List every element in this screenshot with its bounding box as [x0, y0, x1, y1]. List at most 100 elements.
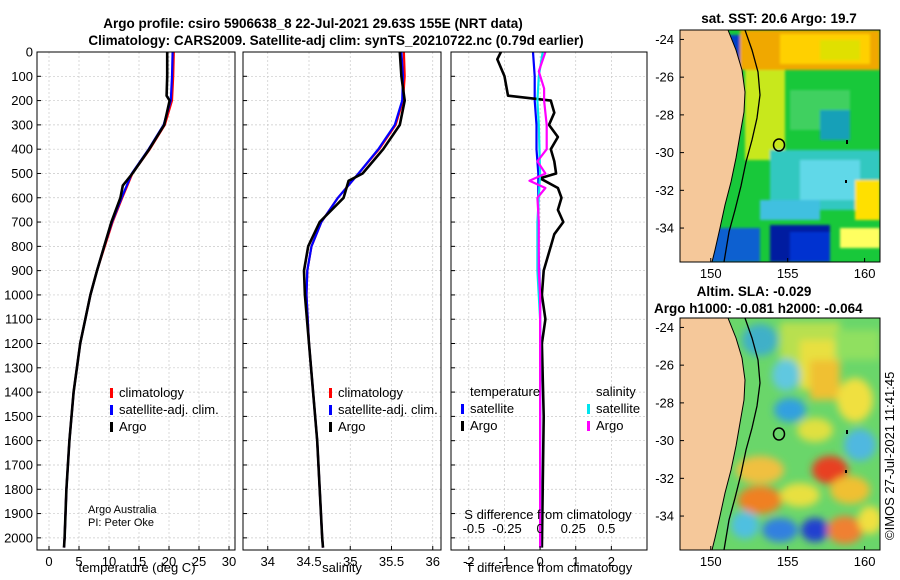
- x-tick-label: 30: [222, 554, 236, 569]
- difference-panel: -2 -1 0 1 2 -0.5 -0.25 0 0.25 0.5 S difference fr…: [450, 51, 648, 575]
- x-tick-label: 10: [102, 554, 116, 569]
- legend-label-argo: Argo: [338, 419, 365, 434]
- copyright-text: ©IMOS 27-Jul-2021 11:41:45: [882, 372, 897, 540]
- x-tick-label: 34: [261, 554, 275, 569]
- legend-label-temp-argo: Argo: [470, 418, 497, 433]
- sst-map-title: sat. SST: 20.6 Argo: 19.7: [701, 11, 857, 26]
- x-tick-label: 20: [162, 554, 176, 569]
- sst-coastline: [711, 30, 746, 262]
- salinity-axes-frame: [242, 51, 442, 551]
- legend-swatch-argo: [329, 422, 332, 432]
- map-y-tick-label: -24: [655, 320, 674, 335]
- difference-axes-frame: [450, 51, 648, 551]
- sla-map-subtitle: Argo h1000: -0.081 h2000: -0.064: [654, 301, 863, 316]
- sst-map-ticks: 150 155 160 -24 -26 -28 -30 -32 -34: [655, 32, 875, 281]
- x-tick-label: 2: [608, 554, 615, 569]
- legend-label-satellite: satellite-adj. clim.: [338, 402, 438, 417]
- x-tick-label: 0: [536, 554, 543, 569]
- sla-coastline: [711, 318, 746, 550]
- credit-line2: PI: Peter Oke: [88, 517, 154, 529]
- temperature-legend: climatology satellite-adj. clim. Argo: [110, 385, 219, 434]
- temperature-axes-frame: [36, 51, 236, 551]
- legend-label-argo: Argo: [119, 419, 146, 434]
- y-tick-label: 400: [11, 142, 33, 157]
- sst-argo-position-marker: [772, 138, 786, 152]
- x-tick-label: 35.5: [379, 554, 404, 569]
- series-line-climatology: [305, 52, 406, 548]
- y-tick-label: 600: [11, 190, 33, 205]
- difference-legend-temperature: temperature satellite Argo: [461, 384, 540, 433]
- legend-swatch-climatology: [110, 388, 113, 398]
- map-y-tick-label: -32: [655, 183, 674, 198]
- x2-tick-label: 0: [536, 521, 543, 536]
- y-tick-label: 1500: [4, 409, 33, 424]
- series-line-salinity-argo: [528, 52, 548, 548]
- sst-map: sat. SST: 20.6 Argo: 19.7: [655, 11, 881, 281]
- map-x-tick-label: 155: [777, 554, 799, 569]
- x-tick-label: -2: [463, 554, 475, 569]
- x2-tick-label: -0.5: [463, 521, 485, 536]
- x-tick-label: 35: [343, 554, 357, 569]
- y-tick-label: 1400: [4, 385, 33, 400]
- map-y-tick-label: -28: [655, 107, 674, 122]
- map-y-tick-label: -34: [655, 221, 674, 236]
- salinity-ticks: 34 34.5 35 35.5 36: [243, 51, 440, 569]
- legend-swatch-temp-argo: [461, 421, 464, 431]
- salinity-panel: 34 34.5 35 35.5 36 salinity climatology sate…: [242, 51, 442, 575]
- x2-tick-label: 0.25: [561, 521, 586, 536]
- x-tick-label: 34.5: [296, 554, 321, 569]
- sla-map-frame: [679, 317, 881, 551]
- map-y-tick-label: -24: [655, 32, 674, 47]
- legend-swatch-satellite: [329, 405, 332, 415]
- y-tick-label: 1200: [4, 336, 33, 351]
- map-x-tick-label: 160: [854, 554, 876, 569]
- x-tick-label: -1: [499, 554, 511, 569]
- sst-isobath: [723, 30, 761, 262]
- legend-label-climatology: climatology: [119, 385, 185, 400]
- sst-island-marker: [846, 140, 848, 144]
- sst-island-marker: [845, 180, 847, 183]
- salinity-xlabel: salinity: [322, 560, 362, 575]
- figure-title-line1: Argo profile: csiro 5906638_8 22-Jul-202…: [103, 16, 522, 31]
- sla-island-marker: [846, 430, 848, 434]
- legend-label-climatology: climatology: [338, 385, 404, 400]
- temperature-panel: 0100200300400500600700800900100011001200…: [4, 45, 236, 576]
- sla-argo-position-marker: [772, 427, 786, 441]
- y-tick-label: 1100: [5, 312, 33, 327]
- legend-label-satellite: satellite-adj. clim.: [119, 402, 219, 417]
- y-tick-label: 800: [11, 239, 33, 254]
- map-x-tick-label: 160: [854, 266, 876, 281]
- sla-isobath: [723, 318, 761, 550]
- sla-map-ticks: 150 155 160 -24 -26 -28 -30 -32 -34: [655, 320, 875, 569]
- x-tick-label: 36: [426, 554, 440, 569]
- temperature-ticks: 0100200300400500600700800900100011001200…: [4, 45, 236, 570]
- x2-tick-label: -0.25: [492, 521, 522, 536]
- legend-swatch-temp-satellite: [461, 404, 464, 414]
- legend-swatch-climatology: [329, 388, 332, 398]
- y-tick-label: 1300: [4, 360, 33, 375]
- legend-swatch-argo: [110, 422, 113, 432]
- map-y-tick-label: -30: [655, 433, 674, 448]
- difference-xlabel: T difference from climatology: [466, 560, 633, 575]
- map-x-tick-label: 155: [777, 266, 799, 281]
- map-y-tick-label: -26: [655, 70, 674, 85]
- legend-label-temp-satellite: satellite: [470, 401, 514, 416]
- series-line-temperature-argo: [495, 52, 565, 548]
- y-tick-label: 1000: [4, 287, 33, 302]
- difference-series: [495, 52, 565, 548]
- sst-map-frame: [679, 29, 881, 263]
- y-tick-label: 500: [11, 166, 33, 181]
- map-x-tick-label: 150: [700, 554, 722, 569]
- legend-title-temperature: temperature: [470, 384, 540, 399]
- x2-tick-label: 0.5: [597, 521, 615, 536]
- y-tick-label: 2000: [4, 530, 33, 545]
- y-tick-label: 200: [11, 93, 33, 108]
- figure-title-line2: Climatology: CARS2009. Satellite-adj cli…: [88, 33, 583, 48]
- legend-swatch-sal-satellite: [587, 404, 590, 414]
- legend-label-sal-satellite: satellite: [596, 401, 640, 416]
- sla-island-marker: [845, 470, 847, 473]
- series-line-satellite-adj-clim-: [62, 52, 174, 548]
- x-tick-label: 1: [572, 554, 579, 569]
- y-tick-label: 100: [11, 69, 33, 84]
